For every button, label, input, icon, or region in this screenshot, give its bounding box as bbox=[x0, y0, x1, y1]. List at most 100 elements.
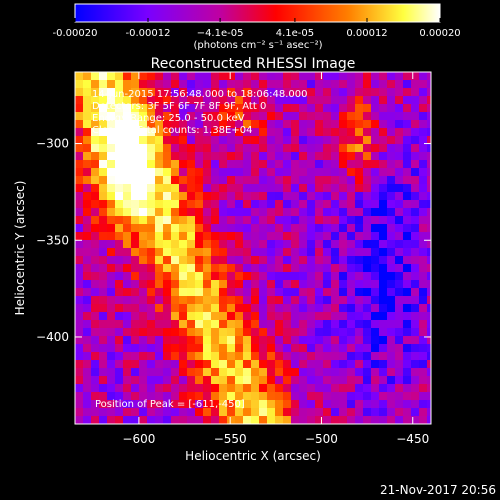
heatmap-cell bbox=[379, 320, 387, 328]
heatmap-cell bbox=[307, 304, 315, 312]
heatmap-cell bbox=[259, 392, 267, 400]
heatmap-cell bbox=[219, 224, 227, 232]
heatmap-cell bbox=[219, 144, 227, 152]
heatmap-cell bbox=[171, 160, 179, 168]
heatmap-cell bbox=[275, 416, 283, 424]
heatmap-cell bbox=[203, 384, 211, 392]
heatmap-cell bbox=[163, 232, 171, 240]
heatmap-cell bbox=[123, 304, 131, 312]
heatmap-cell bbox=[235, 120, 243, 128]
heatmap-cell bbox=[163, 328, 171, 336]
heatmap-cell bbox=[179, 176, 187, 184]
heatmap-cell bbox=[395, 80, 403, 88]
heatmap-cell bbox=[179, 240, 187, 248]
heatmap-cell bbox=[147, 400, 155, 408]
heatmap-cell bbox=[91, 176, 99, 184]
heatmap-cell bbox=[99, 136, 107, 144]
heatmap-cell bbox=[411, 136, 419, 144]
heatmap-cell bbox=[235, 128, 243, 136]
heatmap-cell bbox=[379, 328, 387, 336]
heatmap-cell bbox=[395, 336, 403, 344]
heatmap-cell bbox=[403, 352, 411, 360]
heatmap-cell bbox=[75, 184, 83, 192]
heatmap-cell bbox=[203, 256, 211, 264]
heatmap-cell bbox=[259, 256, 267, 264]
heatmap-cell bbox=[99, 256, 107, 264]
heatmap-cell bbox=[379, 112, 387, 120]
heatmap-cell bbox=[419, 312, 427, 320]
heatmap-cell bbox=[195, 368, 203, 376]
heatmap-cell bbox=[331, 352, 339, 360]
heatmap-cell bbox=[299, 344, 307, 352]
heatmap-cell bbox=[275, 280, 283, 288]
heatmap-cell bbox=[115, 328, 123, 336]
heatmap-cell bbox=[243, 176, 251, 184]
heatmap-cell bbox=[347, 160, 355, 168]
heatmap-cell bbox=[323, 176, 331, 184]
heatmap-cell bbox=[163, 208, 171, 216]
heatmap-cell bbox=[331, 128, 339, 136]
heatmap-cell bbox=[75, 192, 83, 200]
heatmap-cell bbox=[187, 160, 195, 168]
heatmap-cell bbox=[395, 280, 403, 288]
heatmap-cell bbox=[155, 120, 163, 128]
heatmap-cell bbox=[139, 320, 147, 328]
heatmap-cell bbox=[211, 288, 219, 296]
heatmap-cell bbox=[171, 224, 179, 232]
heatmap-cell bbox=[171, 304, 179, 312]
heatmap-cell bbox=[291, 240, 299, 248]
heatmap-cell bbox=[83, 200, 91, 208]
heatmap-cell bbox=[331, 320, 339, 328]
heatmap-cell bbox=[411, 392, 419, 400]
heatmap-cell bbox=[99, 416, 107, 424]
heatmap-cell bbox=[371, 344, 379, 352]
heatmap-cell bbox=[147, 344, 155, 352]
heatmap-cell bbox=[75, 200, 83, 208]
heatmap-cell bbox=[163, 360, 171, 368]
heatmap-cell bbox=[99, 232, 107, 240]
heatmap-cell bbox=[403, 408, 411, 416]
heatmap-cell bbox=[91, 352, 99, 360]
heatmap-cell bbox=[171, 72, 179, 80]
heatmap-cell bbox=[171, 384, 179, 392]
heatmap-cell bbox=[323, 232, 331, 240]
heatmap-cell bbox=[347, 336, 355, 344]
heatmap-cell bbox=[227, 144, 235, 152]
heatmap-cell bbox=[99, 368, 107, 376]
heatmap-cell bbox=[347, 136, 355, 144]
heatmap-cell bbox=[187, 216, 195, 224]
heatmap-cell bbox=[355, 384, 363, 392]
heatmap-cell bbox=[275, 192, 283, 200]
heatmap-cell bbox=[123, 232, 131, 240]
heatmap-cell bbox=[227, 240, 235, 248]
heatmap-cell bbox=[411, 400, 419, 408]
heatmap-cell bbox=[83, 208, 91, 216]
heatmap-cell bbox=[195, 304, 203, 312]
heatmap-cell bbox=[387, 408, 395, 416]
heatmap-cell bbox=[131, 368, 139, 376]
heatmap-cell bbox=[163, 72, 171, 80]
heatmap-cell bbox=[227, 152, 235, 160]
heatmap-cell bbox=[323, 240, 331, 248]
heatmap-cell bbox=[267, 360, 275, 368]
heatmap-cell bbox=[171, 104, 179, 112]
heatmap-cell bbox=[283, 280, 291, 288]
heatmap-cell bbox=[115, 160, 123, 168]
heatmap-cell bbox=[371, 304, 379, 312]
heatmap-cell bbox=[419, 360, 427, 368]
heatmap-cell bbox=[83, 216, 91, 224]
heatmap-cell bbox=[203, 144, 211, 152]
heatmap-cell bbox=[323, 320, 331, 328]
heatmap-cell bbox=[355, 88, 363, 96]
heatmap-cell bbox=[299, 400, 307, 408]
heatmap-cell bbox=[131, 96, 139, 104]
heatmap-cell bbox=[283, 256, 291, 264]
heatmap-cell bbox=[243, 96, 251, 104]
heatmap-cell bbox=[107, 272, 115, 280]
heatmap-cell bbox=[403, 392, 411, 400]
heatmap-cell bbox=[139, 136, 147, 144]
heatmap-cell bbox=[283, 152, 291, 160]
heatmap-cell bbox=[355, 408, 363, 416]
heatmap-cell bbox=[99, 72, 107, 80]
heatmap-cell bbox=[219, 256, 227, 264]
